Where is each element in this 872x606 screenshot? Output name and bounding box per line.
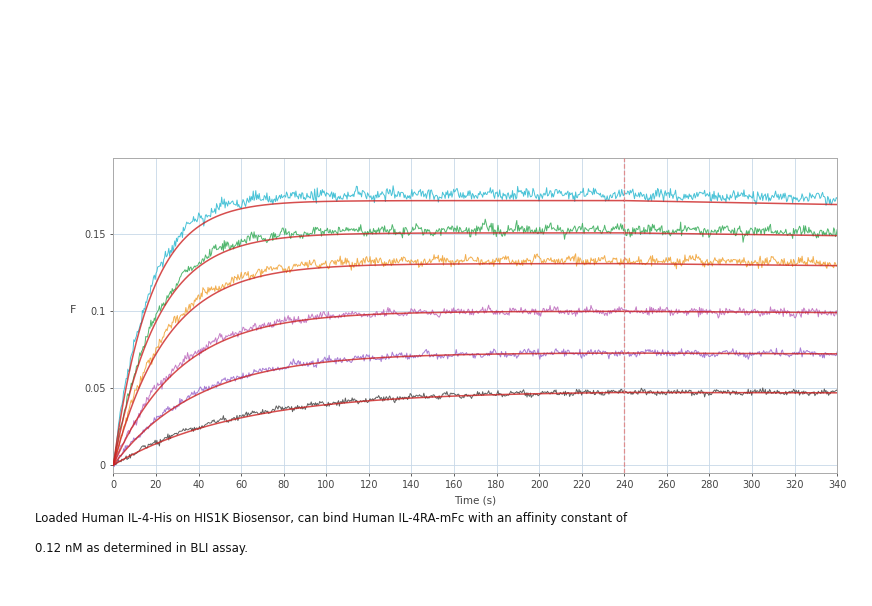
Text: 0.12 nM as determined in BLI assay.: 0.12 nM as determined in BLI assay. — [35, 542, 248, 555]
Text: Loaded Human IL-4-His on HIS1K Biosensor, can bind Human IL-4RA-mFc with an affi: Loaded Human IL-4-His on HIS1K Biosensor… — [35, 512, 627, 525]
Y-axis label: F: F — [70, 305, 76, 315]
X-axis label: Time (s): Time (s) — [454, 496, 496, 506]
